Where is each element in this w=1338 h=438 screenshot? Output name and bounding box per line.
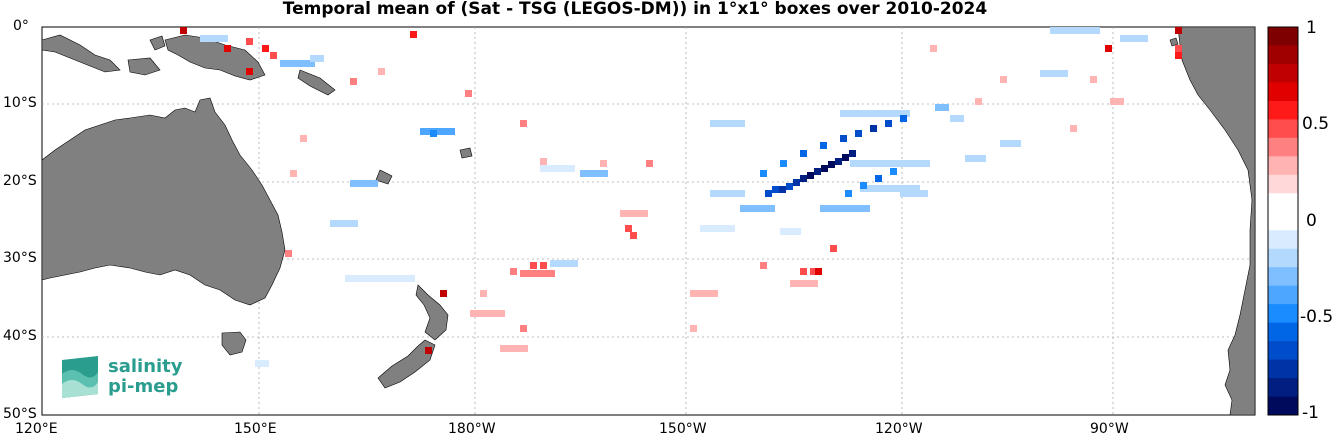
colorbar-segment [1268,27,1298,46]
colorbar-segment [1268,341,1298,361]
logo-line1: salinity [108,356,183,377]
land [41,26,1256,416]
colorbar-segment [1268,248,1298,268]
lon-label: 150°E [234,421,277,437]
colorbar-segment [1268,156,1298,176]
lat-label: 30°S [3,250,37,266]
colorbar-segment [1268,45,1298,65]
new-zealand-south [377,339,436,389]
logo-waves-icon [62,356,98,398]
colorbar-segment [1268,267,1298,287]
colorbar-tick-label: -0.5 [1300,307,1334,327]
lon-label: 180°W [448,421,496,437]
colorbar [1268,27,1298,416]
tasmania-land [221,331,247,356]
strong-negative-band [760,115,907,197]
lon-label: 120°E [15,421,58,437]
colorbar-segment [1268,322,1298,342]
colorbar-frame [1267,26,1299,416]
lat-label: 10°S [3,95,37,111]
map-title: Temporal mean of (Sat - TSG (LEGOS-DM)) … [282,0,988,19]
colorbar-segment [1268,82,1298,102]
colorbar-segment [1268,285,1298,305]
lat-label: 0° [13,18,29,34]
indonesia-land [41,34,121,73]
negative-anomaly-boxes [200,27,1148,367]
south-america-land [1177,26,1256,416]
lat-label: 20°S [3,173,37,189]
colorbar-tick-label: 0 [1306,211,1317,231]
logo-line2: pi-mep [108,376,179,397]
new-zealand-north [415,284,449,341]
colorbar-segment [1268,230,1298,250]
lat-label: 40°S [3,328,37,344]
lon-label: 90°W [1090,421,1129,437]
colorbar-segment [1268,100,1298,120]
australia-land [41,97,286,306]
gridlines [42,27,1255,415]
colorbar-segment [1268,137,1298,157]
lon-label: 150°W [659,421,707,437]
colorbar-segment [1268,119,1298,139]
positive-anomaly-boxes [180,27,1182,354]
colorbar-tick-label: 0.5 [1302,114,1330,134]
colorbar-segment [1268,359,1298,379]
colorbar-tick-label: -1 [1302,403,1319,423]
lon-label: 120°W [875,421,923,437]
colorbar-segment [1268,174,1298,194]
colorbar-segment [1268,304,1298,324]
colorbar-tick-label: 1 [1306,18,1317,38]
colorbar-segment [1268,211,1298,231]
colorbar-segment [1268,193,1298,213]
colorbar-segment [1268,396,1298,416]
colorbar-segment [1268,378,1298,398]
colorbar-segment [1268,63,1298,83]
salinity-pi-mep-logo: salinity pi-mep [58,354,208,404]
lat-label: 50°S [3,406,37,422]
